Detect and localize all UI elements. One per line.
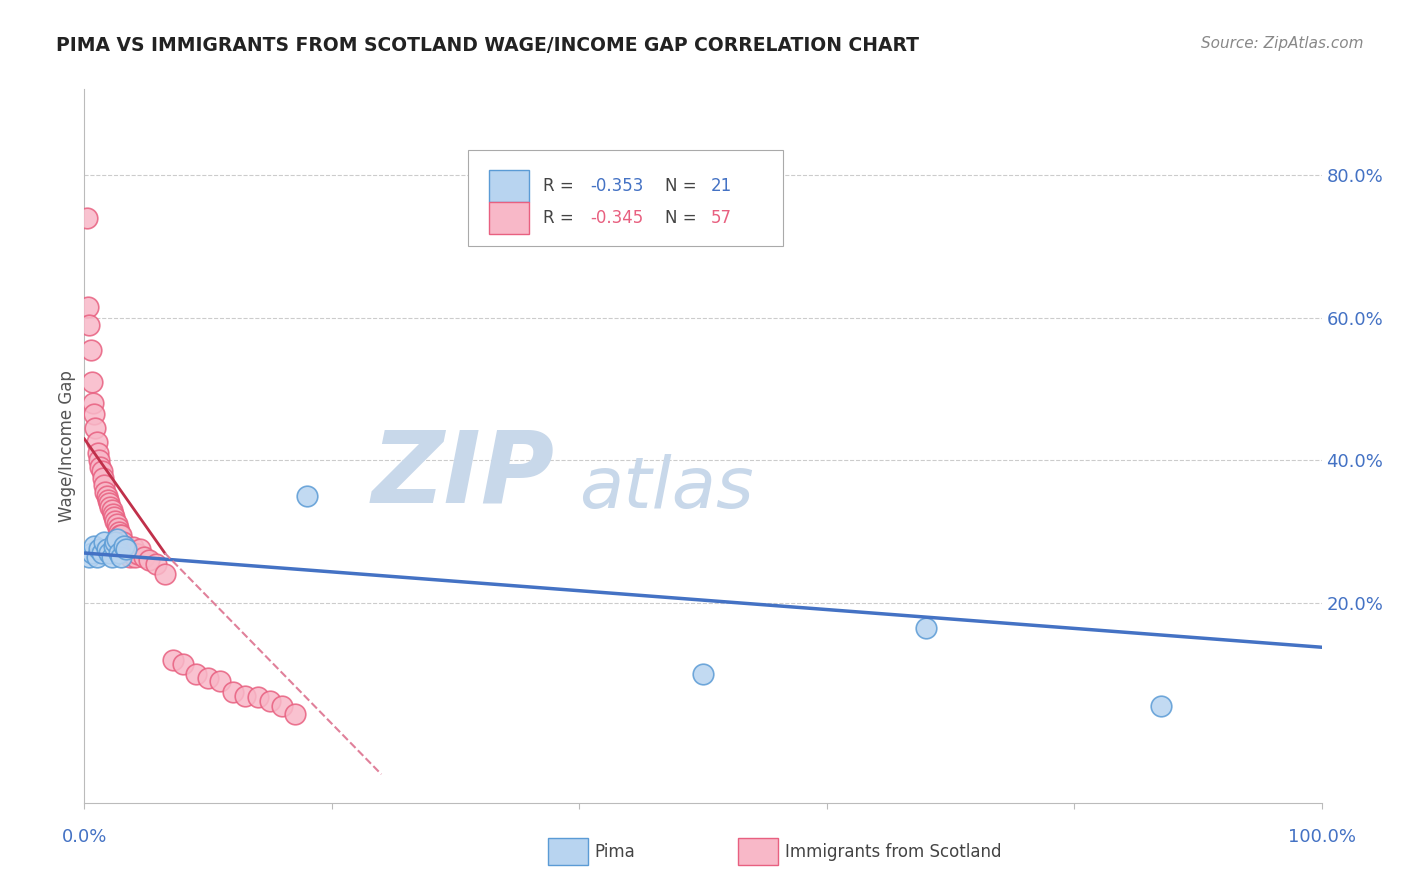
FancyBboxPatch shape xyxy=(489,169,529,202)
Point xyxy=(153,567,176,582)
Point xyxy=(271,699,294,714)
Point xyxy=(103,510,125,524)
Point xyxy=(77,300,100,314)
Point xyxy=(259,694,281,708)
Point xyxy=(76,211,98,225)
Point xyxy=(91,471,114,485)
Point xyxy=(108,524,131,539)
Point xyxy=(132,549,155,564)
FancyBboxPatch shape xyxy=(489,202,529,234)
Point xyxy=(110,528,132,542)
Text: Immigrants from Scotland: Immigrants from Scotland xyxy=(785,843,1001,861)
Text: -0.345: -0.345 xyxy=(591,209,644,227)
Point xyxy=(120,549,142,564)
Point xyxy=(96,489,118,503)
Text: R =: R = xyxy=(543,177,579,194)
Point xyxy=(90,546,112,560)
Point xyxy=(233,689,256,703)
Text: N =: N = xyxy=(665,177,702,194)
Point xyxy=(87,446,110,460)
Point xyxy=(98,500,121,514)
Point xyxy=(124,549,146,564)
Text: PIMA VS IMMIGRANTS FROM SCOTLAND WAGE/INCOME GAP CORRELATION CHART: PIMA VS IMMIGRANTS FROM SCOTLAND WAGE/IN… xyxy=(56,36,920,54)
Point xyxy=(96,542,118,557)
Point xyxy=(172,657,194,671)
Point xyxy=(86,435,108,450)
Text: Source: ZipAtlas.com: Source: ZipAtlas.com xyxy=(1201,36,1364,51)
Point xyxy=(89,460,111,475)
Point xyxy=(107,521,129,535)
Text: 21: 21 xyxy=(710,177,731,194)
Point xyxy=(90,464,112,478)
Text: N =: N = xyxy=(665,209,702,227)
Point xyxy=(184,667,207,681)
Text: 57: 57 xyxy=(710,209,731,227)
Point xyxy=(89,542,111,557)
Point xyxy=(100,549,122,564)
Point xyxy=(118,548,141,562)
Point xyxy=(115,542,138,557)
Point xyxy=(112,539,135,553)
Point xyxy=(80,375,103,389)
Point xyxy=(121,541,143,555)
Point xyxy=(914,621,936,635)
Point xyxy=(97,492,120,507)
Point xyxy=(79,549,101,564)
Point xyxy=(80,546,103,560)
Point xyxy=(108,546,131,560)
Point xyxy=(94,485,117,500)
Text: ZIP: ZIP xyxy=(371,426,554,523)
Point xyxy=(692,667,714,681)
Point xyxy=(101,507,124,521)
Text: R =: R = xyxy=(543,209,579,227)
Point xyxy=(111,535,134,549)
Point xyxy=(104,535,127,549)
Point xyxy=(82,396,104,410)
Point xyxy=(83,539,105,553)
Point xyxy=(86,549,108,564)
Point xyxy=(295,489,318,503)
Point xyxy=(112,539,135,553)
Point xyxy=(105,532,128,546)
Point xyxy=(79,343,101,357)
Point xyxy=(209,674,232,689)
Point xyxy=(110,549,132,564)
Point xyxy=(83,407,105,421)
Point xyxy=(98,496,121,510)
Point xyxy=(284,706,307,721)
Text: -0.353: -0.353 xyxy=(591,177,644,194)
Point xyxy=(127,548,149,562)
Point xyxy=(93,535,115,549)
Point xyxy=(129,542,152,557)
Point xyxy=(93,478,115,492)
Point xyxy=(110,528,132,542)
Point xyxy=(84,421,107,435)
Point xyxy=(138,553,160,567)
Point xyxy=(197,671,219,685)
Point xyxy=(222,685,245,699)
Point xyxy=(1150,699,1173,714)
Point xyxy=(114,541,136,555)
Point xyxy=(145,557,167,571)
Point xyxy=(89,453,111,467)
Point xyxy=(115,542,138,557)
Text: 100.0%: 100.0% xyxy=(1288,828,1355,846)
Y-axis label: Wage/Income Gap: Wage/Income Gap xyxy=(58,370,76,522)
Point xyxy=(103,539,125,553)
Point xyxy=(120,546,142,560)
Text: atlas: atlas xyxy=(579,454,754,524)
Point xyxy=(79,318,101,332)
Point xyxy=(104,514,127,528)
Point xyxy=(98,546,121,560)
Point xyxy=(117,544,139,558)
Text: 0.0%: 0.0% xyxy=(62,828,107,846)
Text: Pima: Pima xyxy=(595,843,636,861)
Point xyxy=(100,503,122,517)
Point xyxy=(122,546,145,560)
Point xyxy=(105,517,128,532)
FancyBboxPatch shape xyxy=(468,150,783,246)
Point xyxy=(162,653,184,667)
Point xyxy=(246,690,269,705)
